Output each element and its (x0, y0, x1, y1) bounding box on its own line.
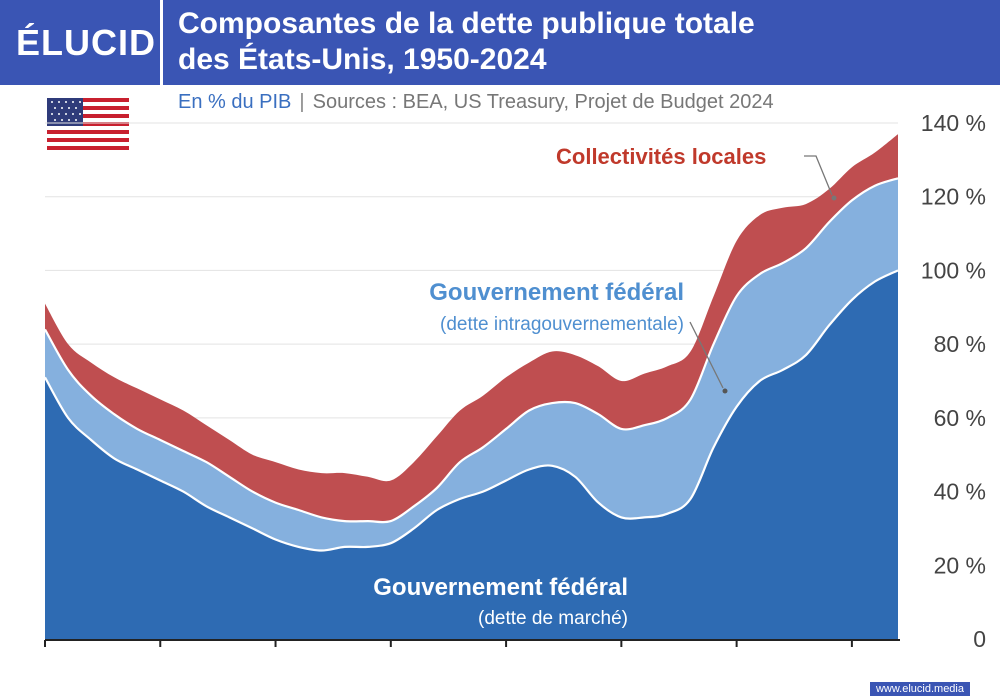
header-bar: ÉLUCID Composantes de la dette publique … (0, 0, 1000, 85)
y-tick-label-20: 20 % (934, 552, 986, 578)
series-area-market-debt (45, 270, 898, 639)
annotation-intragov-sublabel: (dette intragouvernementale) (440, 314, 684, 335)
x-tick-label-1980: 1980 (364, 655, 417, 682)
x-tick-label-2000: 2000 (595, 655, 648, 682)
x-tick-label-2020: 2020 (825, 655, 878, 682)
chart-subtitle: En % du PIB | Sources : BEA, US Treasury, … (178, 90, 774, 114)
annotation-market-debt-sublabel: (dette de marché) (478, 608, 628, 629)
us-flag-icon (47, 98, 129, 150)
x-tick-label-1960: 1960 (134, 655, 187, 682)
x-tick-label-2010: 2010 (710, 655, 763, 682)
x-tick-label-1970: 1970 (249, 655, 302, 682)
annotation-market-debt-label: Gouvernement fédéral (373, 574, 628, 601)
annotation-local-debt-label: Collectivités locales (556, 144, 766, 169)
series-boundary-line-2 (44, 177, 899, 524)
y-tick-label-0: 0 (973, 626, 986, 652)
y-tick-label-60: 60 % (934, 405, 986, 431)
annotation-local-debt-dot (831, 195, 837, 201)
y-tick-label-140: 140 % (921, 110, 986, 136)
stacked-area-chart: 1950 1960 1970 1980 1990 2000 2010 2020 0 20 % 40 … (18, 110, 986, 682)
x-tick-label-1990: 1990 (479, 655, 532, 682)
x-tick-label-1950: 1950 (18, 655, 71, 682)
annotation-intragov-leader (689, 321, 724, 389)
brand-logo[interactable]: ÉLUCID (16, 22, 156, 63)
y-tick-label-80: 80 % (934, 331, 986, 357)
series-boundary-line-1 (44, 269, 899, 552)
sources-label: Sources : BEA, US Treasury, Projet de Bu… (312, 91, 774, 113)
site-credit[interactable]: www.elucid.media (869, 682, 970, 696)
subtitle-separator: | (299, 91, 305, 113)
annotation-intragov-label: Gouvernement fédéral (429, 279, 684, 306)
chart-title-line-1: Composantes de la dette publique totale (178, 7, 755, 40)
y-tick-label-40: 40 % (934, 479, 986, 505)
annotation-local-debt-leader (804, 155, 833, 196)
chart-title: Composantes de la dette publique totale … (178, 6, 958, 78)
unit-label: En % du PIB (178, 91, 292, 113)
logo-divider (160, 0, 163, 85)
chart-title-line-2: des États-Unis, 1950-2024 (178, 43, 547, 76)
y-tick-label-100: 100 % (921, 257, 986, 283)
y-tick-label-120: 120 % (921, 184, 986, 210)
annotation-intragov-dot (722, 388, 728, 394)
